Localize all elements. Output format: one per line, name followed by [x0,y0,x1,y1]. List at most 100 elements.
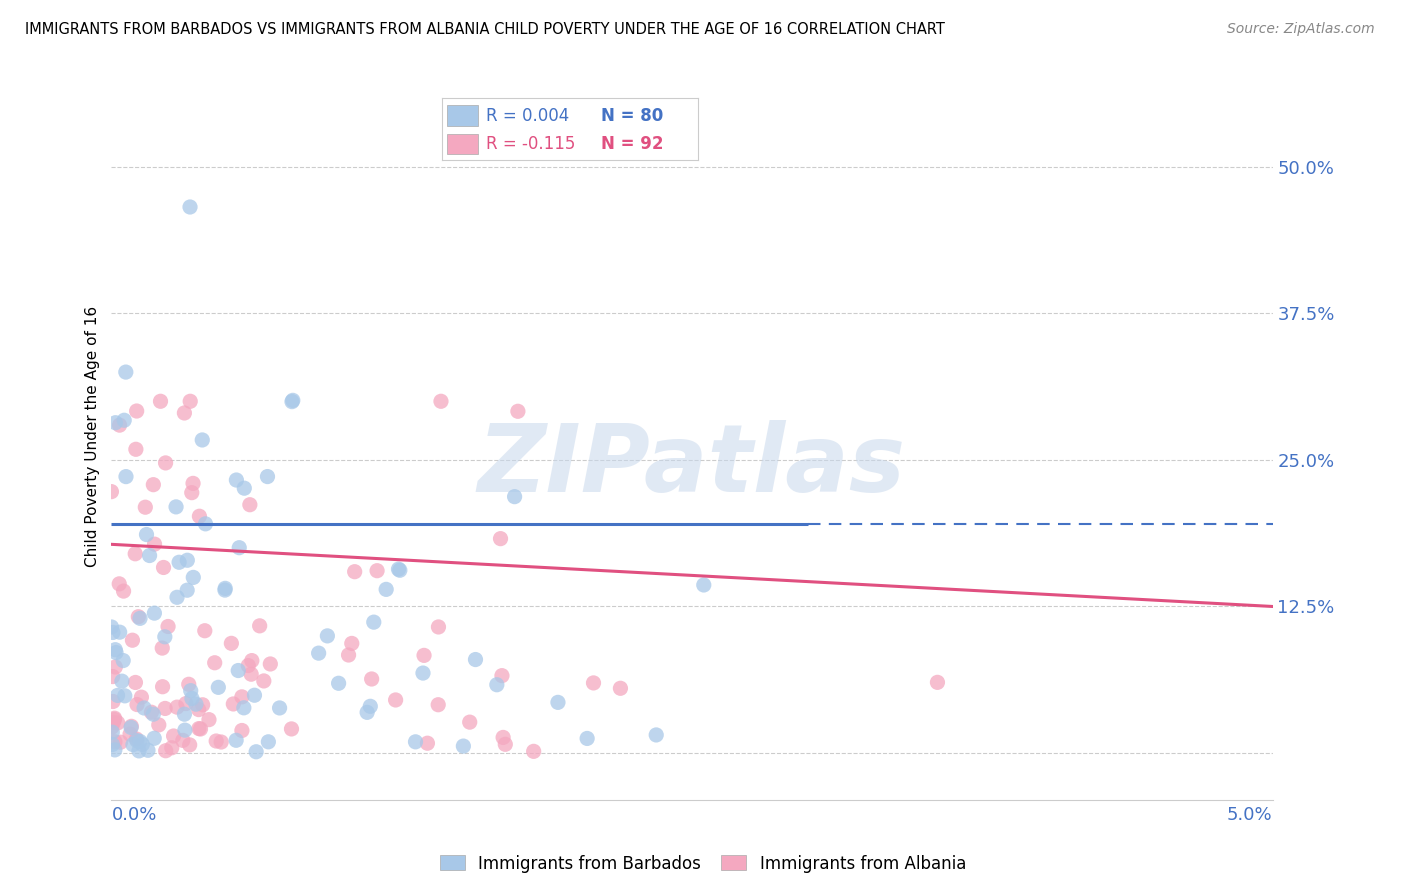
Point [191,698,214,712]
Point [103,711,125,725]
Point [110,735,132,749]
Point [187,703,209,717]
Point [181,691,204,706]
Point [194,624,217,638]
Point [239,498,262,512]
Point [240,667,263,681]
Point [125,404,148,418]
Point [328,676,350,690]
Point [340,636,363,650]
Point [125,442,148,457]
Point [120,719,142,733]
Point [103,715,125,730]
Point [337,648,360,662]
Point [238,658,260,673]
Point [165,500,187,514]
Point [101,725,124,739]
Point [494,737,516,751]
Point [188,509,211,524]
Point [121,633,143,648]
Point [180,485,202,500]
Point [152,560,174,574]
Point [150,641,173,656]
Point [100,484,122,499]
Point [222,697,245,711]
Point [245,745,267,759]
Point [100,620,122,634]
Point [582,676,605,690]
Point [228,541,250,555]
Point [108,577,131,591]
Point [214,583,236,598]
Point [105,646,128,660]
Point [124,675,146,690]
Point [143,537,166,551]
Point [143,731,166,746]
Point [166,700,188,714]
Point [167,555,190,569]
Point [104,743,127,757]
Point [179,738,201,752]
Point [523,744,546,758]
Point [179,394,201,409]
Point [111,674,134,689]
Point [225,473,247,487]
Point [103,713,125,727]
Point [160,740,183,755]
Point [430,394,453,409]
Point [226,664,249,678]
Point [225,733,247,747]
Point [166,591,188,605]
Point [209,735,232,749]
Point [316,629,339,643]
Y-axis label: Child Poverty Under the Age of 16: Child Poverty Under the Age of 16 [86,306,100,567]
Point [547,695,569,709]
Point [503,490,526,504]
Point [387,562,409,576]
Point [214,582,236,596]
Point [453,739,475,753]
Point [927,675,949,690]
Point [114,689,136,703]
Point [413,648,436,663]
Point [243,688,266,702]
Point [152,680,174,694]
Point [176,553,198,567]
Point [308,646,330,660]
Point [131,690,153,705]
Point [174,697,197,711]
Point [366,564,388,578]
Point [281,394,304,409]
Point [576,731,599,746]
Point [363,615,385,629]
Point [240,654,263,668]
Point [155,456,177,470]
Point [101,738,124,752]
Point [138,549,160,563]
Point [204,656,226,670]
Point [356,706,378,720]
Point [108,625,131,640]
Point [181,476,204,491]
Point [492,731,515,745]
Point [198,713,221,727]
Point [112,584,135,599]
Point [173,707,195,722]
Point [269,701,291,715]
Point [134,500,156,515]
Point [257,735,280,749]
Point [142,477,165,491]
Point [157,619,180,633]
Point [174,723,197,738]
Point [135,527,157,541]
Point [162,729,184,743]
Point [153,701,176,715]
Point [233,481,256,495]
Point [190,722,212,736]
Point [128,744,150,758]
Point [136,743,159,757]
Point [609,681,631,696]
Point [104,660,127,674]
Point [491,668,513,682]
Point [256,469,278,483]
